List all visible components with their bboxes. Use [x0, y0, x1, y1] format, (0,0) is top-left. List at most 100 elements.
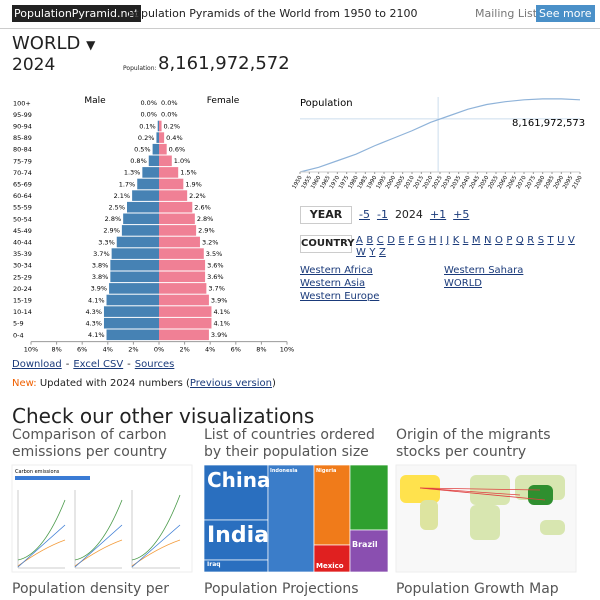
bar — [159, 236, 200, 248]
region-link[interactable]: Western Europe — [300, 291, 380, 302]
treemap-cell — [349, 464, 389, 531]
value-label: 3.6% — [207, 262, 224, 270]
x-tick-label: 6% — [231, 346, 241, 354]
card-title[interactable]: Population density per — [12, 581, 170, 597]
thumb-line — [74, 524, 123, 568]
age-label: 0-4 — [13, 331, 24, 339]
age-label: 10-14 — [13, 308, 32, 316]
country-name[interactable]: WORLD ▼ — [12, 33, 95, 54]
age-label: 15-19 — [13, 297, 32, 305]
bar — [159, 306, 212, 317]
region-link[interactable]: WORLD — [444, 278, 482, 289]
x-tick-label: 2% — [179, 346, 189, 354]
bar — [111, 248, 159, 259]
value-label: 0.0% — [140, 99, 157, 107]
letter-link[interactable]: I — [439, 235, 443, 246]
download-link[interactable]: Sources — [134, 359, 175, 370]
bar — [110, 271, 159, 283]
letter-link[interactable]: K — [452, 235, 460, 246]
letter-link[interactable]: Q — [515, 235, 524, 246]
letter-link[interactable]: J — [446, 235, 450, 246]
year-button[interactable]: -1 — [376, 208, 388, 221]
letter-link[interactable]: F — [408, 235, 414, 246]
value-label: 3.9% — [211, 331, 228, 339]
letter-link[interactable]: U — [557, 235, 565, 246]
download-link[interactable]: Download — [12, 359, 62, 370]
country-text: WORLD — [12, 33, 81, 54]
value-label: 0.2% — [164, 122, 181, 130]
value-label: 3.7% — [208, 285, 225, 293]
treemap-label: Mexico — [316, 562, 344, 570]
bar — [159, 317, 212, 329]
treemap-label: Nigeria — [316, 468, 336, 474]
letter-link[interactable]: M — [471, 235, 481, 246]
letter-link[interactable]: B — [366, 235, 374, 246]
year-button[interactable]: -5 — [359, 208, 370, 221]
letter-link[interactable]: P — [506, 235, 513, 246]
letter-link[interactable]: C — [376, 235, 384, 246]
letter-link[interactable]: N — [483, 235, 492, 246]
region-link[interactable]: Western Sahara — [444, 265, 524, 276]
letter-link[interactable]: R — [527, 235, 535, 246]
card-title[interactable]: Comparison of carbon emissions per count… — [12, 427, 168, 460]
map-region — [420, 500, 438, 530]
letter-link[interactable]: W — [356, 247, 366, 258]
year-button[interactable]: +1 — [429, 208, 447, 221]
download-link[interactable]: Excel CSV — [73, 359, 124, 370]
map-region — [400, 475, 440, 503]
mailing-list[interactable]: Mailing List - — [475, 7, 545, 20]
card-title[interactable]: Origin of the migrants stocks per countr… — [396, 427, 551, 460]
value-label: 2.9% — [198, 227, 215, 235]
letter-link[interactable]: E — [398, 235, 405, 246]
value-label: 1.7% — [119, 180, 136, 188]
bar — [159, 294, 209, 306]
region-link[interactable]: Western Asia — [300, 278, 366, 289]
letter-link[interactable]: S — [537, 235, 545, 246]
letter-link[interactable]: Z — [379, 247, 386, 258]
thumb-line — [131, 494, 181, 561]
value-label: 2.9% — [103, 227, 120, 235]
region-link[interactable]: Western Africa — [300, 265, 373, 276]
letter-link[interactable]: Y — [369, 247, 376, 258]
logo[interactable]: PopulationPyramid.net — [12, 5, 141, 22]
letter-link[interactable]: L — [462, 235, 469, 246]
letter-link[interactable]: A — [356, 235, 363, 246]
previous-version[interactable]: Previous version — [189, 378, 272, 389]
thumb-line — [74, 499, 123, 561]
card-title[interactable]: List of countries ordered by their popul… — [204, 427, 375, 460]
age-label: 5-9 — [13, 320, 24, 328]
letter-link[interactable]: D — [387, 235, 395, 246]
year-button[interactable]: +5 — [453, 208, 470, 221]
bar — [148, 155, 159, 167]
age-label: 20-24 — [13, 285, 32, 293]
treemap-label: India — [207, 523, 269, 548]
value-label: 3.5% — [206, 250, 223, 258]
value-label: 3.7% — [93, 250, 110, 258]
x-tick-label: 0% — [154, 346, 164, 354]
letter-link[interactable]: V — [567, 235, 575, 246]
letter-link[interactable]: T — [547, 235, 554, 246]
age-label: 25-29 — [13, 273, 32, 281]
map-region — [470, 475, 510, 505]
bar — [159, 190, 188, 201]
section-heading: Check our other visualizations — [12, 404, 315, 428]
letter-link[interactable]: H — [428, 235, 437, 246]
value-label: 0.6% — [169, 146, 186, 154]
x-tick-label: 6% — [77, 346, 87, 354]
letter-link[interactable]: O — [494, 235, 503, 246]
card-title[interactable]: Population Projections — [204, 581, 359, 597]
age-label: 70-74 — [13, 169, 32, 177]
value-label: 1.3% — [124, 169, 141, 177]
bar — [132, 190, 159, 201]
card-title[interactable]: Population Growth Map — [396, 581, 559, 597]
value-label: 1.9% — [185, 180, 202, 188]
see-more[interactable]: See more — [536, 5, 595, 22]
treemap-cell — [349, 529, 389, 573]
year-label: YEAR — [300, 206, 352, 224]
letter-link[interactable]: G — [417, 235, 426, 246]
value-label: 4.3% — [85, 308, 102, 316]
value-label: 3.9% — [211, 296, 228, 304]
news-close: ) — [272, 378, 276, 389]
separator: - — [65, 359, 70, 370]
